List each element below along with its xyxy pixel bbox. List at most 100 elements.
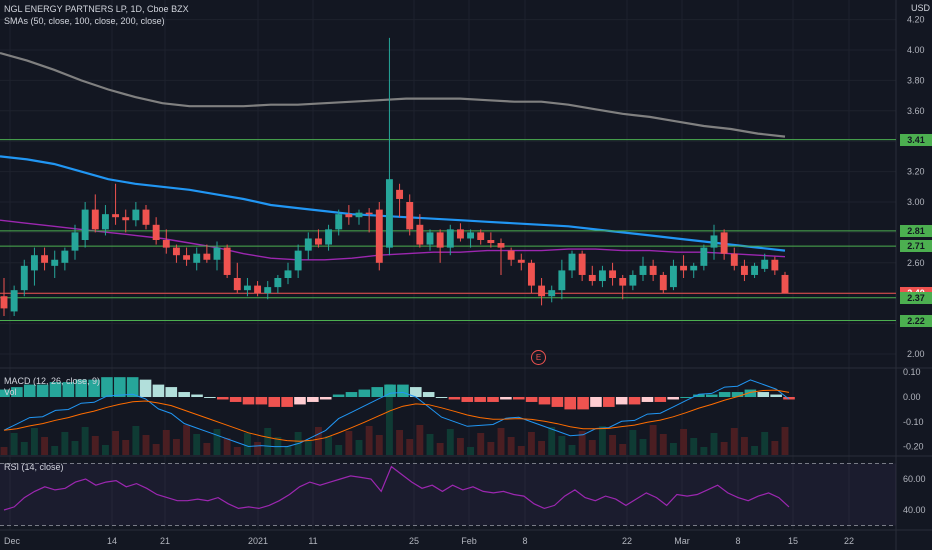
volume-bar <box>254 442 262 455</box>
candle-body <box>406 202 414 230</box>
candle-body <box>71 232 79 251</box>
macd-hist-bar <box>603 397 615 407</box>
level-label[interactable]: 2.81 <box>900 224 932 237</box>
time-tick-label: 8 <box>735 536 740 546</box>
price-tick-label: 2.00 <box>907 349 925 359</box>
price-tick-label: 3.00 <box>907 197 925 207</box>
level-label[interactable]: 3.41 <box>900 133 932 146</box>
volume-bar <box>619 444 627 455</box>
volume-bar <box>507 437 515 455</box>
candle-body <box>771 259 779 271</box>
macd-hist-bar <box>114 377 126 397</box>
time-tick-label: 22 <box>622 536 632 546</box>
macd-hist-bar <box>101 377 113 397</box>
candle-body <box>51 259 59 266</box>
candle-body <box>345 214 353 218</box>
rsi-legend[interactable]: RSI (14, close) <box>4 462 64 472</box>
volume-bar <box>91 436 99 455</box>
volume-bar <box>649 425 657 455</box>
volume-bar <box>598 426 606 455</box>
volume-bar <box>30 428 38 455</box>
volume-bar <box>669 443 677 455</box>
volume-bar <box>456 438 464 455</box>
macd-hist-bar <box>615 397 628 405</box>
volume-bar <box>233 447 241 455</box>
macd-hist-bar <box>500 397 512 400</box>
macd-hist-bar <box>255 397 268 405</box>
macd-line <box>3 379 790 448</box>
level-label[interactable]: 2.71 <box>900 240 932 253</box>
macd-hist-bar <box>268 397 281 407</box>
macd-hist-bar <box>628 397 641 405</box>
volume-bar <box>558 436 566 455</box>
macd-hist-bar <box>538 397 551 405</box>
candle-body <box>132 209 140 221</box>
volume-bar <box>416 425 424 455</box>
candle-body <box>456 229 464 239</box>
candle-body <box>781 274 789 294</box>
volume-bar <box>527 432 535 455</box>
candle-body <box>122 217 130 221</box>
candle-body <box>385 179 393 248</box>
candle-body <box>203 253 211 260</box>
volume-bar <box>355 440 363 455</box>
macd-legend[interactable]: MACD (12, 26, close, 9) <box>4 376 101 386</box>
volume-bar <box>101 445 109 455</box>
candle-body <box>619 278 627 286</box>
macd-hist-bar <box>680 397 692 398</box>
volume-bar <box>781 427 789 455</box>
time-tick-label: 25 <box>409 536 419 546</box>
candle-body <box>365 212 373 215</box>
time-tick-label: 15 <box>788 536 798 546</box>
candle-body <box>446 229 454 248</box>
candle-body <box>375 209 383 263</box>
macd-hist-bar <box>487 397 499 402</box>
candle-body <box>183 255 191 260</box>
candle-body <box>578 253 586 275</box>
macd-hist-bar <box>139 379 152 397</box>
level-label[interactable]: 2.37 <box>900 291 932 304</box>
vol-legend[interactable]: Vol <box>4 387 17 397</box>
macd-hist-bar <box>757 392 770 397</box>
macd-hist-bar <box>216 397 229 400</box>
time-tick-label: 22 <box>844 536 854 546</box>
price-tick-label: 4.20 <box>907 15 925 25</box>
macd-hist-bar <box>281 397 293 407</box>
candle-body <box>274 278 282 288</box>
macd-hist-bar <box>654 397 667 402</box>
macd-hist-bar <box>512 397 525 400</box>
candle-body <box>740 265 748 275</box>
macd-hist-bar <box>590 397 602 407</box>
volume-bar <box>193 434 201 455</box>
volume-bar <box>142 435 150 455</box>
volume-bar <box>314 427 322 455</box>
earnings-marker[interactable]: E <box>531 350 546 365</box>
candle-body <box>507 250 515 260</box>
time-tick-label: 11 <box>308 536 317 546</box>
candle-body <box>101 214 109 230</box>
macd-hist-bar <box>448 397 461 400</box>
sma-legend[interactable]: SMAs (50, close, 100, close, 200, close) <box>4 16 165 26</box>
macd-tick-label: -0.20 <box>903 442 924 452</box>
time-tick-label: 2021 <box>248 536 268 546</box>
price-tick-label: 4.00 <box>907 45 925 55</box>
volume-bar <box>20 442 28 455</box>
macd-tick-label: 0.00 <box>903 392 921 402</box>
macd-hist-bar <box>577 397 589 410</box>
macd-hist-bar <box>384 384 396 397</box>
macd-hist-bar <box>693 394 705 397</box>
volume-bar <box>659 434 667 455</box>
volume-bar <box>487 442 495 455</box>
price-tick-label: 3.20 <box>907 167 925 177</box>
candle-body <box>112 214 120 218</box>
macd-hist-bar <box>229 397 242 402</box>
time-tick-label: 21 <box>160 536 170 546</box>
candle-body <box>264 287 272 294</box>
candle-body <box>568 253 576 271</box>
level-label[interactable]: 2.22 <box>900 314 932 327</box>
volume-bar <box>81 427 89 455</box>
candle-body <box>335 214 343 230</box>
currency-label[interactable]: USD <box>910 3 930 13</box>
candle-body <box>223 247 231 275</box>
